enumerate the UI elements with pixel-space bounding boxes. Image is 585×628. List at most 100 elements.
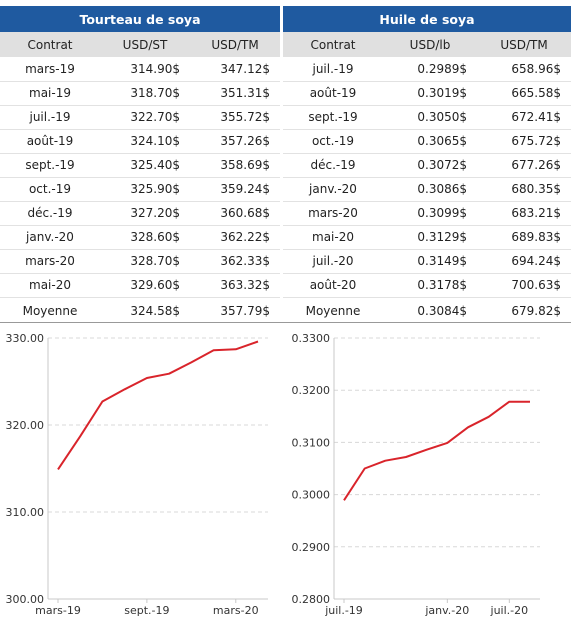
price-cell: 328.70$ (100, 249, 190, 274)
soyoil-table: Huile de soya Contrat USD/lb USD/TM juil… (283, 6, 571, 324)
price-cell: 677.26$ (477, 153, 571, 178)
table-row: mai-20 0.3129$ 689.83$ (283, 225, 571, 250)
x-tick-label: sept.-19 (124, 604, 169, 617)
table-row: juil.-19 0.2989$ 658.96$ (283, 57, 571, 82)
price-cell: 0.2989$ (383, 57, 477, 82)
contract-cell: déc.-19 (283, 153, 383, 178)
price-cell: 325.40$ (100, 153, 190, 178)
table-row: mai-19 318.70$ 351.31$ (0, 81, 280, 106)
price-cell: 327.20$ (100, 201, 190, 226)
y-tick-label: 0.2900 (292, 541, 331, 554)
y-tick-label: 320.00 (6, 419, 45, 432)
y-tick-label: 0.3200 (292, 384, 331, 397)
price-cell: 363.32$ (190, 273, 280, 298)
price-cell: 357.26$ (190, 129, 280, 154)
contract-cell: mars-20 (0, 249, 100, 274)
price-cell: 0.3099$ (383, 201, 477, 226)
soymeal-table: Tourteau de soya Contrat USD/ST USD/TM m… (0, 6, 280, 324)
table-row: déc.-19 0.3072$ 677.26$ (283, 153, 571, 178)
price-cell: 324.58$ (130, 303, 180, 318)
column-header: USD/lb (383, 32, 477, 57)
table-row: mai-20 329.60$ 363.32$ (0, 273, 280, 298)
price-cell: 694.24$ (477, 249, 571, 274)
table-row: août-19 324.10$ 357.26$ (0, 129, 280, 154)
table-row: juil.-19 322.70$ 355.72$ (0, 105, 280, 130)
price-cell: 314.90$ (100, 57, 190, 82)
y-tick-label: 310.00 (6, 506, 45, 519)
price-cell: 360.68$ (190, 201, 280, 226)
contract-cell: Moyenne (22, 303, 78, 318)
contract-cell: mars-19 (0, 57, 100, 82)
average-row: Moyenne 0.3084$ 679.82$ (283, 297, 571, 324)
x-tick-label: mars-19 (35, 604, 81, 617)
price-cell: 679.82$ (511, 303, 561, 318)
price-cell: 355.72$ (190, 105, 280, 130)
price-cell: 700.63$ (477, 273, 571, 298)
contract-cell: sept.-19 (283, 105, 383, 130)
contract-cell: août-19 (0, 129, 100, 154)
column-header: Contrat (283, 32, 383, 57)
price-cell: 0.3065$ (383, 129, 477, 154)
price-cell: 362.33$ (190, 249, 280, 274)
price-cell: 362.22$ (190, 225, 280, 250)
price-cell: 347.12$ (190, 57, 280, 82)
y-tick-label: 0.3000 (292, 489, 331, 502)
y-tick-label: 0.3100 (292, 436, 331, 449)
y-tick-label: 330.00 (6, 332, 45, 345)
contract-cell: juil.-19 (0, 105, 100, 130)
x-tick-label: mars-20 (213, 604, 259, 617)
y-tick-label: 0.2800 (292, 593, 331, 606)
line-chart-1: 300.00 310.00 320.00 330.00 mars-19 sept.-19 m… (6, 332, 268, 617)
contract-cell: mars-20 (283, 201, 383, 226)
contract-cell: janv.-20 (283, 177, 383, 202)
table-row: janv.-20 0.3086$ 680.35$ (283, 177, 571, 202)
price-cell: 680.35$ (477, 177, 571, 202)
contract-cell: janv.-20 (0, 225, 100, 250)
x-tick-label: janv.-20 (424, 604, 469, 617)
table-row: juil.-20 0.3149$ 694.24$ (283, 249, 571, 274)
column-header: Contrat (0, 32, 100, 57)
price-cell: 318.70$ (100, 81, 190, 106)
series-line (343, 400, 530, 501)
contract-cell: Moyenne (305, 303, 361, 318)
price-cell: 0.3129$ (383, 225, 477, 250)
contract-cell: déc.-19 (0, 201, 100, 226)
table-row: août-19 0.3019$ 665.58$ (283, 81, 571, 106)
column-header: USD/TM (477, 32, 571, 57)
price-cell: 658.96$ (477, 57, 571, 82)
table-row: oct.-19 0.3065$ 675.72$ (283, 129, 571, 154)
table-row: mars-19 314.90$ 347.12$ (0, 57, 280, 82)
table-row: sept.-19 0.3050$ 672.41$ (283, 105, 571, 130)
soyoil-title: Huile de soya (283, 6, 571, 32)
price-cell: 0.3050$ (383, 105, 477, 130)
series-line (57, 340, 259, 470)
price-cell: 0.3019$ (383, 81, 477, 106)
price-cell: 357.79$ (220, 303, 270, 318)
line-chart-2: 0.2800 0.2900 0.3000 0.3100 0.3200 0.3300 juil… (292, 332, 540, 617)
price-cell: 665.58$ (477, 81, 571, 106)
contract-cell: oct.-19 (0, 177, 100, 202)
column-header: USD/ST (100, 32, 190, 57)
price-cell: 351.31$ (190, 81, 280, 106)
soymeal-title: Tourteau de soya (0, 6, 280, 32)
price-cell: 683.21$ (477, 201, 571, 226)
contract-cell: août-19 (283, 81, 383, 106)
table-row: janv.-20 328.60$ 362.22$ (0, 225, 280, 250)
price-cell: 689.83$ (477, 225, 571, 250)
price-cell: 0.3084$ (417, 303, 467, 318)
table-row: déc.-19 327.20$ 360.68$ (0, 201, 280, 226)
price-cell: 324.10$ (100, 129, 190, 154)
table-row: mars-20 0.3099$ 683.21$ (283, 201, 571, 226)
price-cell: 325.90$ (100, 177, 190, 202)
contract-cell: sept.-19 (0, 153, 100, 178)
section-divider (0, 322, 571, 323)
price-cell: 322.70$ (100, 105, 190, 130)
y-tick-label: 0.3300 (292, 332, 331, 345)
table-row: mars-20 328.70$ 362.33$ (0, 249, 280, 274)
table-row: août-20 0.3178$ 700.63$ (283, 273, 571, 298)
y-tick-label: 300.00 (6, 593, 45, 606)
price-cell: 0.3178$ (383, 273, 477, 298)
price-cell: 0.3086$ (383, 177, 477, 202)
price-cell: 0.3072$ (383, 153, 477, 178)
